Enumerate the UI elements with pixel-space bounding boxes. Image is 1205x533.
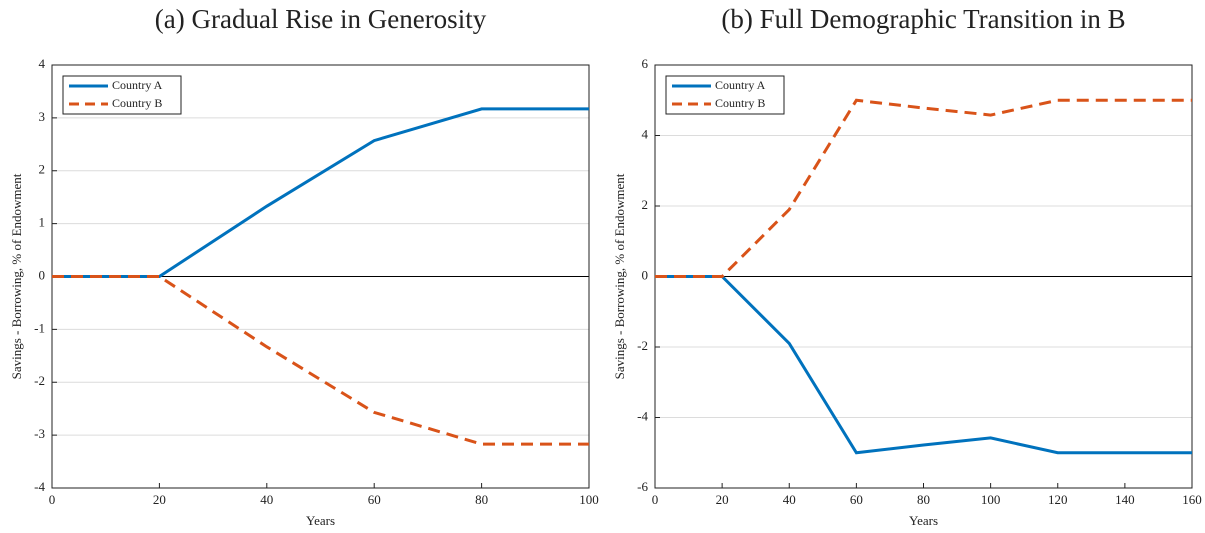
series-line [52, 107, 589, 278]
legend-label: Country B [715, 96, 765, 110]
y-tick-label: 4 [642, 126, 649, 141]
x-axis-label: Years [909, 513, 938, 528]
series-line [655, 98, 1192, 278]
x-tick-label: 100 [579, 492, 599, 507]
x-tick-label: 80 [917, 492, 930, 507]
x-tick-label: 0 [652, 492, 659, 507]
y-tick-label: 0 [39, 267, 46, 282]
chart-title: (a) Gradual Rise in Generosity [155, 4, 487, 34]
y-tick-label: -3 [34, 426, 45, 441]
legend-box [62, 75, 182, 115]
y-tick-label: 0 [642, 267, 649, 282]
x-tick-label: 40 [783, 492, 796, 507]
y-tick-label: -4 [34, 479, 45, 494]
y-axis-label: Savings - Borrowing, % of Endowment [9, 173, 24, 379]
x-tick-label: 40 [260, 492, 273, 507]
x-tick-label: 20 [716, 492, 729, 507]
series-line [655, 275, 1192, 455]
y-tick-label: 4 [39, 56, 46, 71]
y-tick-label: -6 [637, 479, 648, 494]
x-tick-label: 0 [49, 492, 56, 507]
x-tick-label: 20 [153, 492, 166, 507]
x-tick-label: 160 [1182, 492, 1202, 507]
y-tick-label: -2 [34, 373, 45, 388]
y-axis-label: Savings - Borrowing, % of Endowment [612, 173, 627, 379]
x-tick-label: 80 [475, 492, 488, 507]
y-tick-label: -2 [637, 338, 648, 353]
x-axis-label: Years [306, 513, 335, 528]
y-tick-label: -4 [637, 408, 648, 423]
x-tick-label: 60 [368, 492, 381, 507]
legend-label: Country A [112, 78, 163, 92]
legend-box [665, 75, 785, 115]
y-tick-label: -1 [34, 320, 45, 335]
legend-label: Country B [112, 96, 162, 110]
y-tick-label: 6 [642, 56, 649, 71]
y-tick-label: 1 [39, 215, 46, 230]
chart-title: (b) Full Demographic Transition in B [721, 4, 1125, 34]
x-tick-label: 100 [981, 492, 1001, 507]
y-tick-label: 2 [642, 197, 649, 212]
series-line [52, 275, 589, 446]
y-tick-label: 3 [39, 109, 46, 124]
x-tick-label: 60 [850, 492, 863, 507]
x-tick-label: 120 [1048, 492, 1068, 507]
x-tick-label: 140 [1115, 492, 1135, 507]
y-tick-label: 2 [39, 162, 46, 177]
legend-label: Country A [715, 78, 766, 92]
